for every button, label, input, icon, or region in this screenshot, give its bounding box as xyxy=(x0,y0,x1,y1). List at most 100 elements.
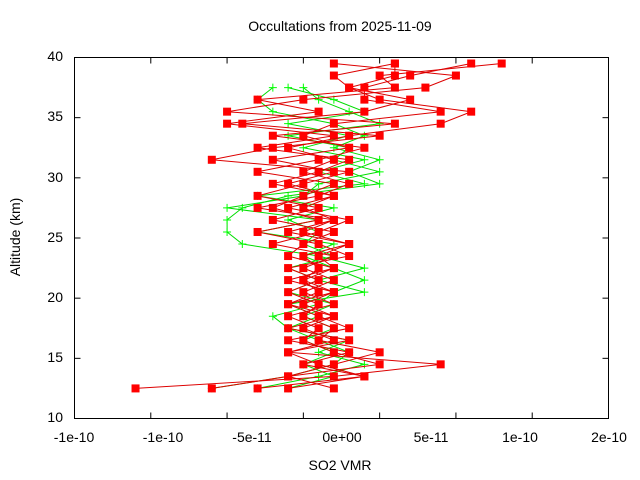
square-marker xyxy=(299,191,308,200)
square-marker xyxy=(329,348,338,357)
square-marker xyxy=(253,203,262,212)
square-marker xyxy=(284,252,293,261)
square-marker xyxy=(268,155,277,164)
square-marker xyxy=(329,71,338,80)
profile-green-2 xyxy=(223,83,384,393)
profile-red-2 xyxy=(207,59,460,393)
square-marker xyxy=(299,179,308,188)
plus-marker xyxy=(375,179,384,188)
square-marker xyxy=(314,336,323,345)
square-marker xyxy=(375,348,384,357)
y-tick-label: 30 xyxy=(47,169,63,185)
square-marker xyxy=(329,131,338,140)
x-tick-label: -1e-10 xyxy=(142,429,184,445)
plus-marker xyxy=(238,240,247,249)
plus-marker xyxy=(375,155,384,164)
square-marker xyxy=(314,264,323,273)
square-marker xyxy=(299,203,308,212)
square-marker xyxy=(329,288,338,297)
square-marker xyxy=(390,59,399,68)
square-marker xyxy=(329,276,338,285)
square-marker xyxy=(314,240,323,249)
square-marker xyxy=(299,312,308,321)
plus-marker xyxy=(268,312,277,321)
square-marker xyxy=(238,119,247,128)
square-marker xyxy=(329,264,338,273)
square-marker xyxy=(345,155,354,164)
square-marker xyxy=(299,131,308,140)
y-tick-label: 10 xyxy=(47,409,63,425)
square-marker xyxy=(375,131,384,140)
plus-marker xyxy=(268,83,277,92)
data-series xyxy=(131,59,506,393)
square-marker xyxy=(299,300,308,309)
square-marker xyxy=(284,384,293,393)
square-marker xyxy=(406,71,415,80)
square-marker xyxy=(360,372,369,381)
square-marker xyxy=(406,95,415,104)
square-marker xyxy=(451,71,460,80)
square-marker xyxy=(345,83,354,92)
square-marker xyxy=(390,83,399,92)
square-marker xyxy=(284,276,293,285)
plus-marker xyxy=(223,227,232,236)
plot-frame xyxy=(74,57,609,419)
square-marker xyxy=(360,143,369,152)
x-tick-label: 1e-10 xyxy=(502,429,538,445)
plus-marker xyxy=(314,95,323,104)
x-axis-label: SO2 VMR xyxy=(308,457,372,473)
square-marker xyxy=(436,107,445,116)
square-marker xyxy=(314,252,323,261)
square-marker xyxy=(329,155,338,164)
plus-marker xyxy=(360,288,369,297)
square-marker xyxy=(299,240,308,249)
plus-marker xyxy=(299,83,308,92)
square-marker xyxy=(345,143,354,152)
square-marker xyxy=(284,312,293,321)
square-marker xyxy=(223,119,232,128)
y-tick-label: 40 xyxy=(47,48,63,64)
square-marker xyxy=(345,167,354,176)
plus-marker xyxy=(329,203,338,212)
plus-marker xyxy=(223,203,232,212)
plus-marker xyxy=(360,360,369,369)
square-marker xyxy=(345,215,354,224)
square-marker xyxy=(329,191,338,200)
plus-marker xyxy=(223,215,232,224)
square-marker xyxy=(314,215,323,224)
plus-marker xyxy=(284,131,293,140)
y-tick-label: 15 xyxy=(47,349,63,365)
square-marker xyxy=(314,191,323,200)
plus-marker xyxy=(314,372,323,381)
square-marker xyxy=(329,167,338,176)
square-marker xyxy=(497,59,506,68)
square-marker xyxy=(436,119,445,128)
square-marker xyxy=(284,348,293,357)
square-marker xyxy=(268,179,277,188)
square-marker xyxy=(345,131,354,140)
x-tick-label: -1e-10 xyxy=(53,429,95,445)
square-marker xyxy=(329,252,338,261)
square-marker xyxy=(314,107,323,116)
square-marker xyxy=(284,288,293,297)
square-marker xyxy=(329,372,338,381)
square-marker xyxy=(299,288,308,297)
square-marker xyxy=(299,264,308,273)
square-marker xyxy=(268,215,277,224)
square-marker xyxy=(207,384,216,393)
square-marker xyxy=(314,360,323,369)
square-marker xyxy=(253,384,262,393)
x-tick-label: 5e-11 xyxy=(413,429,449,445)
square-marker xyxy=(268,143,277,152)
square-marker xyxy=(268,240,277,249)
plus-marker xyxy=(284,119,293,128)
square-marker xyxy=(253,227,262,236)
square-marker xyxy=(345,348,354,357)
square-marker xyxy=(253,191,262,200)
square-marker xyxy=(253,95,262,104)
square-marker xyxy=(284,203,293,212)
plus-marker xyxy=(360,179,369,188)
x-tick-label: -5e-11 xyxy=(232,429,272,445)
x-tick-label: 0e+00 xyxy=(322,429,362,445)
